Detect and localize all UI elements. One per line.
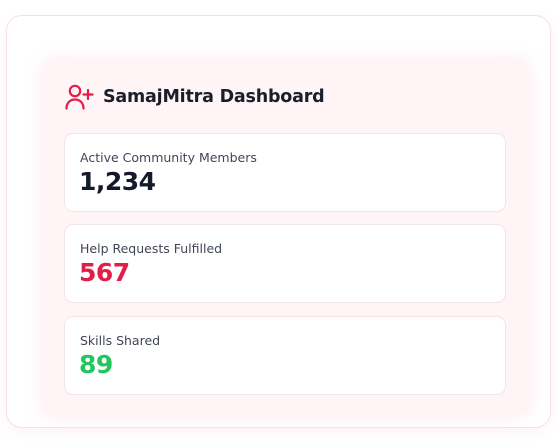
dashboard-header: SamajMitra Dashboard [64,82,325,112]
stat-value: 89 [79,350,113,379]
stat-label: Active Community Members [80,150,257,165]
stat-value: 1,234 [79,167,156,196]
dashboard-panel: SamajMitra Dashboard Active Community Me… [43,60,529,416]
stat-label: Skills Shared [80,333,161,348]
page-title: SamajMitra Dashboard [103,87,325,107]
dashboard-frame: SamajMitra Dashboard Active Community Me… [6,15,551,428]
stat-card-active-members: Active Community Members 1,234 [64,133,506,212]
stat-value: 567 [79,258,130,287]
stat-card-skills-shared: Skills Shared 89 [64,316,506,395]
user-plus-icon [64,82,94,112]
stat-label: Help Requests Fulfilled [80,241,223,256]
stat-card-help-requests: Help Requests Fulfilled 567 [64,224,506,303]
